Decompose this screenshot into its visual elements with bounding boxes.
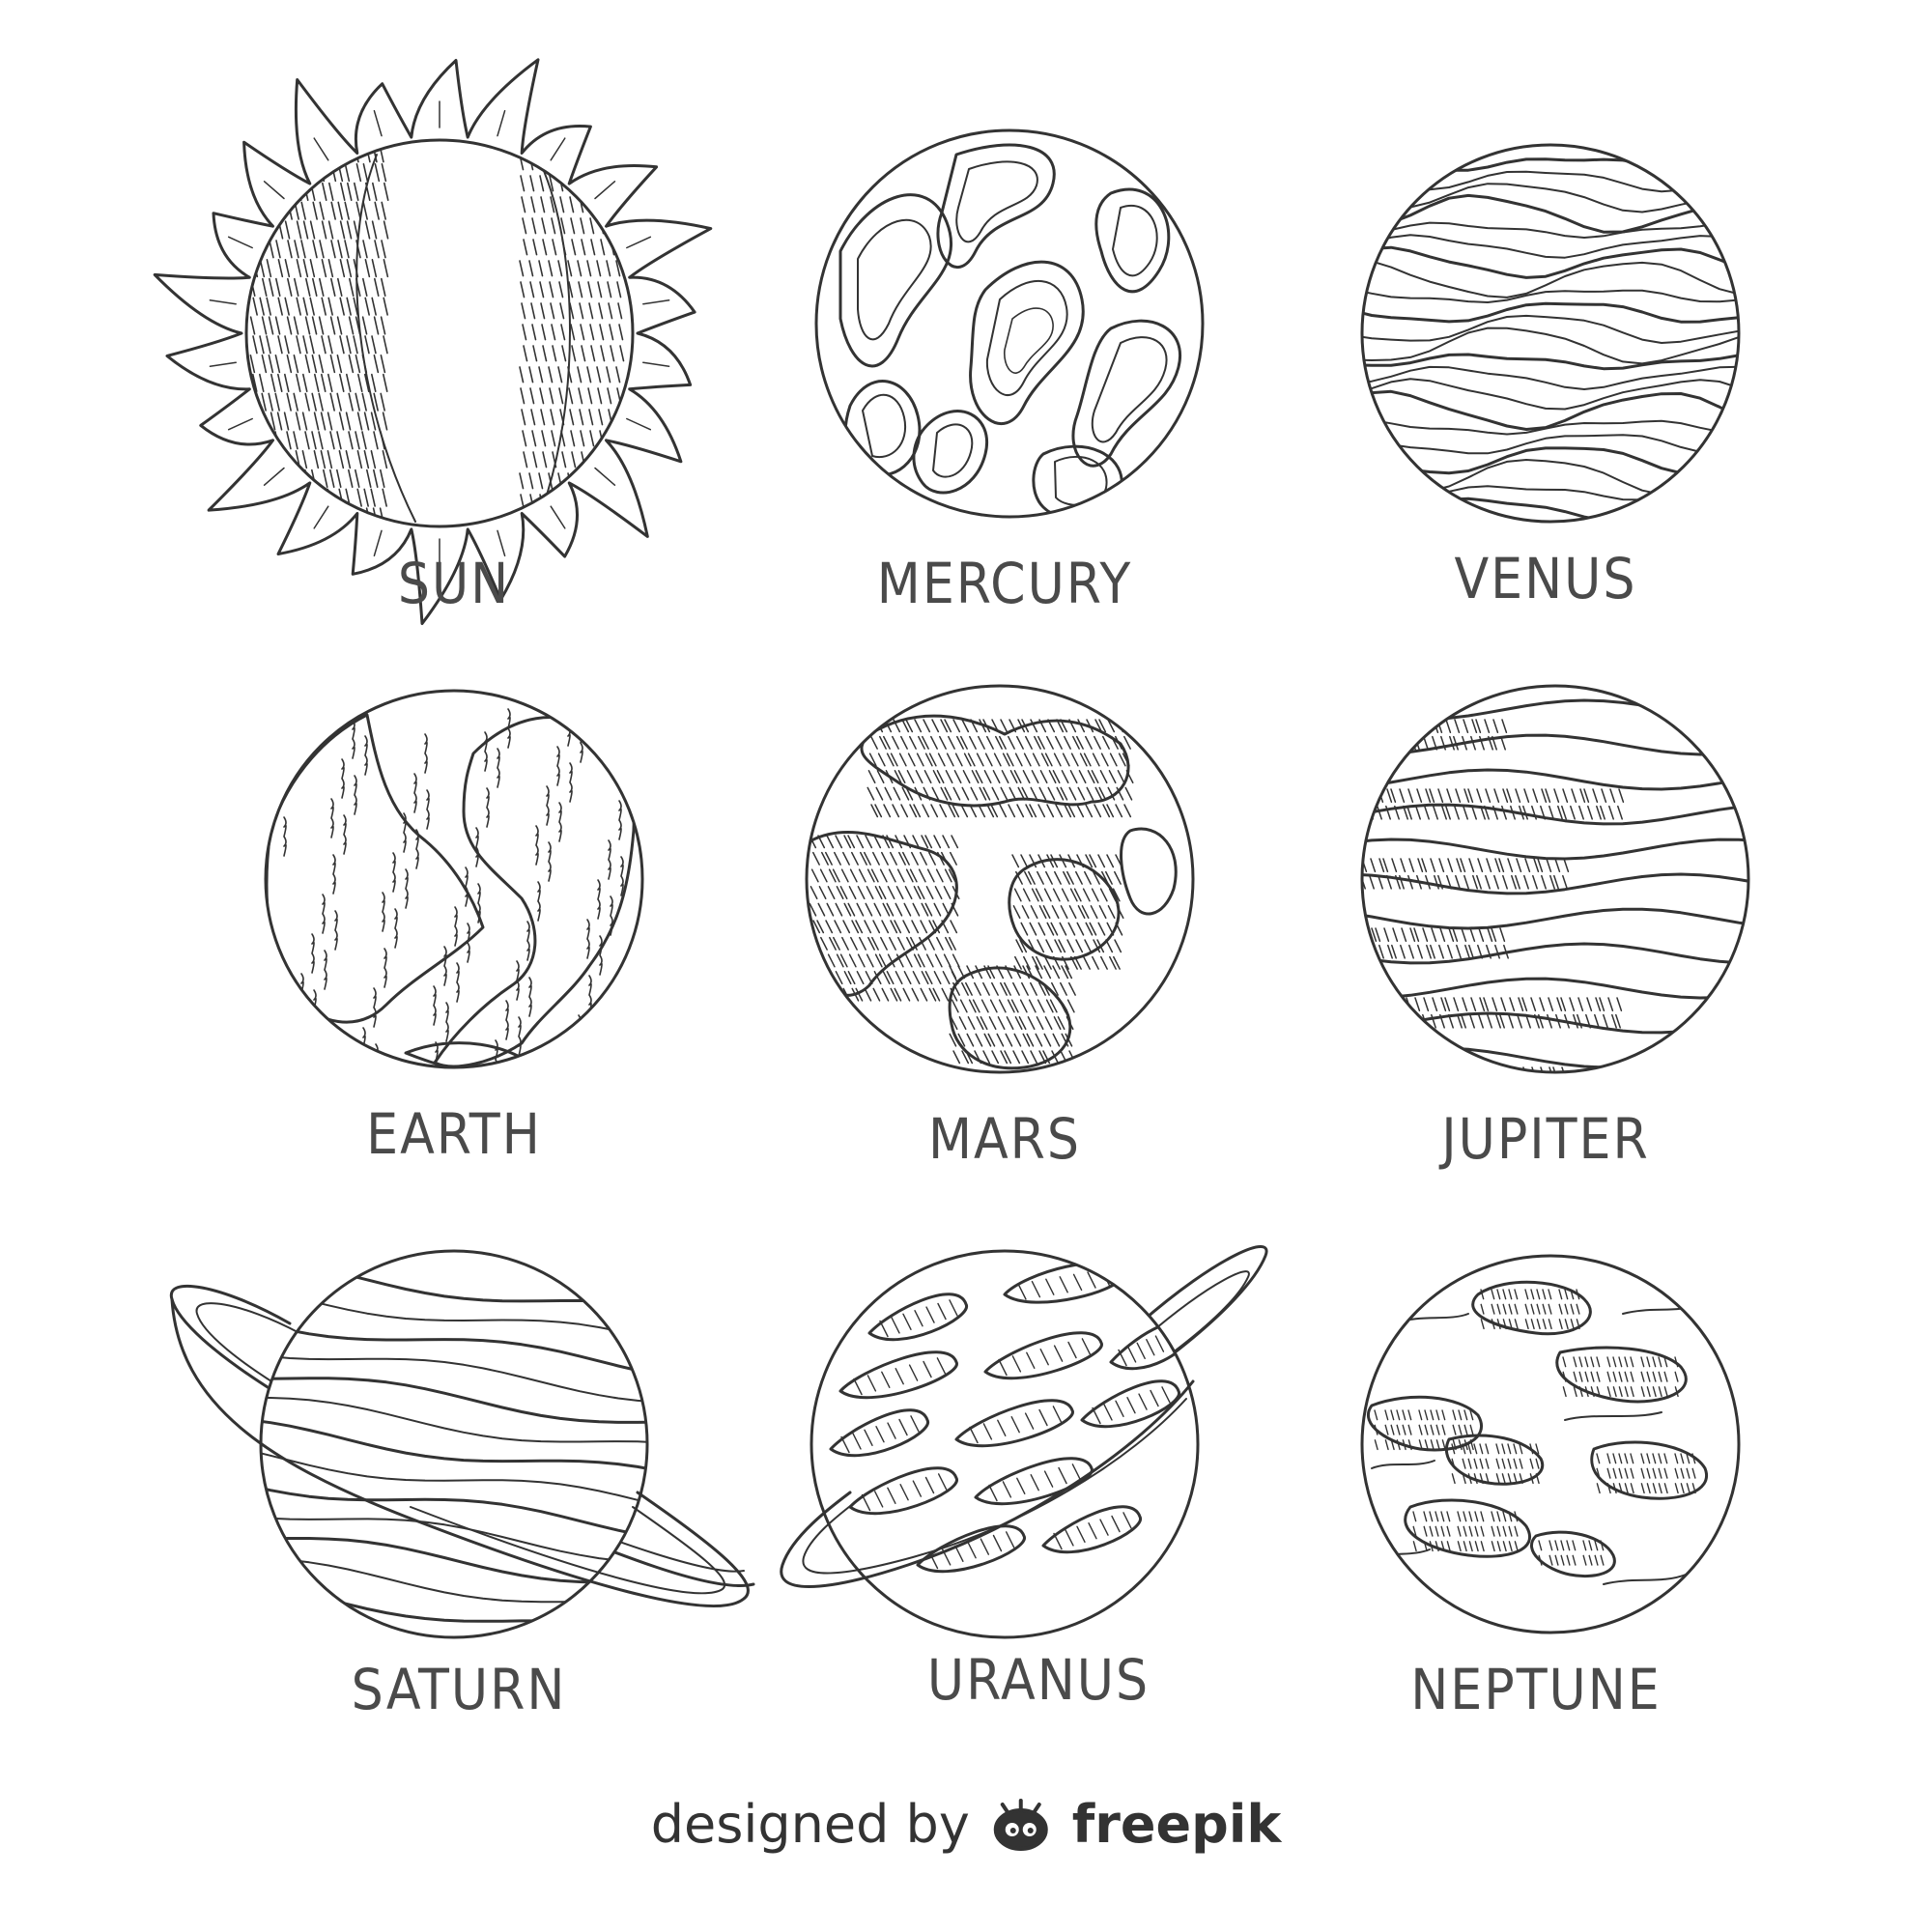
uranus-outline	[810, 1249, 1200, 1639]
earth-texture	[279, 704, 624, 1067]
label-jupiter: JUPITER	[1441, 1106, 1650, 1172]
saturn-ring-front	[170, 1297, 750, 1607]
jupiter-drawing	[1360, 684, 1750, 1074]
sun-disc	[244, 138, 635, 528]
venus-drawing	[1360, 143, 1741, 524]
neptune-shading	[1374, 1289, 1696, 1566]
mercury-outline	[814, 128, 1205, 519]
venus-outline	[1360, 143, 1741, 524]
neptune-drawing	[1360, 1254, 1741, 1634]
label-mercury: MERCURY	[876, 551, 1133, 616]
label-sun: SUN	[397, 551, 511, 616]
uranus-drawing	[780, 1245, 1268, 1639]
jupiter-bands	[1362, 698, 1748, 1069]
label-earth: EARTH	[366, 1101, 542, 1167]
credit-prefix: designed by	[650, 1794, 970, 1855]
mercury-surface	[838, 143, 1181, 517]
earth-outline	[264, 689, 644, 1069]
label-uranus: URANUS	[926, 1647, 1151, 1713]
sun-drawing	[153, 58, 713, 625]
sun-rays	[153, 58, 713, 625]
mars-drawing	[805, 684, 1195, 1074]
label-neptune: NEPTUNE	[1410, 1657, 1662, 1722]
neptune-outline	[1360, 1254, 1741, 1634]
credit-brand: freepik	[1071, 1794, 1282, 1855]
label-mars: MARS	[927, 1106, 1082, 1172]
sun-shading	[248, 144, 625, 526]
jupiter-outline	[1360, 684, 1750, 1074]
mercury-drawing	[814, 128, 1205, 519]
earth-drawing	[264, 689, 644, 1069]
label-venus: VENUS	[1454, 546, 1637, 611]
designer-credit: designed by freepik	[650, 1794, 1282, 1855]
mars-outline	[805, 684, 1195, 1074]
jupiter-shading	[1362, 719, 1625, 1072]
freepik-logo-icon	[993, 1799, 1048, 1851]
venus-bands	[1362, 157, 1739, 522]
neptune-clouds	[1367, 1280, 1709, 1585]
label-saturn: SATURN	[351, 1657, 567, 1722]
mars-patches	[807, 714, 1178, 1070]
saturn-drawing	[169, 1249, 755, 1639]
uranus-ring-front	[780, 1379, 1195, 1588]
